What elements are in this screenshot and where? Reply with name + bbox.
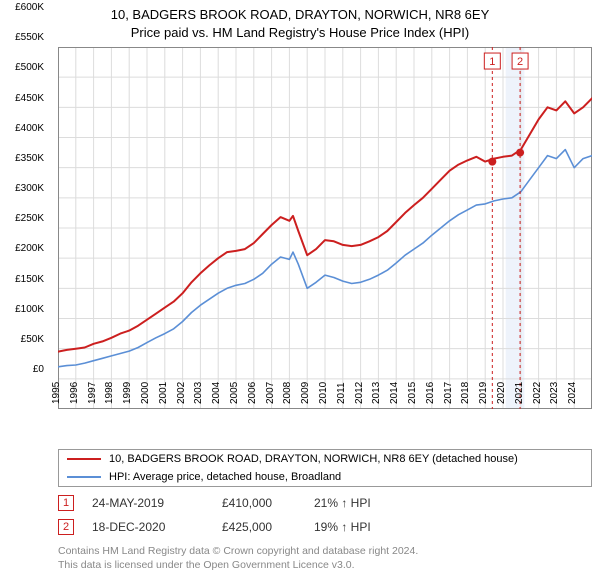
x-tick-label: 2021 [514,382,525,404]
chart-title: 10, BADGERS BROOK ROAD, DRAYTON, NORWICH… [10,6,590,41]
x-tick-label: 2002 [176,382,187,404]
x-tick-label: 2003 [193,382,204,404]
legend-label: 10, BADGERS BROOK ROAD, DRAYTON, NORWICH… [109,453,518,465]
legend-swatch [67,476,101,478]
y-axis: £0 £50K £100K £150K £200K £250K £300K £350K £400… [0,8,48,374]
x-tick-label: 2001 [158,382,169,404]
transaction-row: 1 24-MAY-2019£410,00021% ↑ HPI [58,495,592,511]
plot-area: 12 [58,47,592,409]
transaction-price: £425,000 [222,520,314,534]
x-tick-label: 2005 [229,382,240,404]
transaction-badge: 1 [58,495,74,511]
svg-text:1: 1 [489,56,495,68]
y-tick-label: £250K [0,213,44,224]
transactions-list: 1 24-MAY-2019£410,00021% ↑ HPI 2 18-DEC-202… [10,495,590,535]
x-tick-label: 2020 [496,382,507,404]
x-tick-label: 2017 [443,382,454,404]
x-tick-label: 2004 [211,382,222,404]
y-tick-label: £100K [0,304,44,315]
x-tick-label: 2008 [282,382,293,404]
x-tick-label: 2019 [478,382,489,404]
y-tick-label: £150K [0,274,44,285]
y-tick-label: £600K [0,2,44,13]
x-tick-label: 2000 [140,382,151,404]
x-tick-label: 2012 [354,382,365,404]
x-tick-label: 1998 [104,382,115,404]
transaction-badge: 2 [58,519,74,535]
x-tick-label: 2022 [532,382,543,404]
x-tick-label: 1999 [122,382,133,404]
transaction-date: 18-DEC-2020 [92,520,222,534]
x-tick-label: 2018 [460,382,471,404]
svg-text:2: 2 [517,56,523,68]
y-tick-label: £450K [0,93,44,104]
x-tick-label: 1996 [69,382,80,404]
x-tick-label: 2011 [336,382,347,404]
y-tick-label: £50K [0,334,44,345]
x-tick-label: 2016 [425,382,436,404]
transaction-hpi-diff: 21% ↑ HPI [314,496,371,510]
title-line-2: Price paid vs. HM Land Registry's House … [10,24,590,42]
footer-attribution: Contains HM Land Registry data © Crown c… [58,545,592,572]
x-tick-label: 2014 [389,382,400,404]
x-axis: 1995 1996 1997 1998 1999 2000 2001 2002 2003 2004… [48,374,582,424]
x-tick-label: 2013 [371,382,382,404]
transaction-hpi-diff: 19% ↑ HPI [314,520,371,534]
legend-label: HPI: Average price, detached house, Broa… [109,471,341,483]
y-tick-label: £500K [0,62,44,73]
transaction-date: 24-MAY-2019 [92,496,222,510]
y-tick-label: £400K [0,123,44,134]
footer-line-2: This data is licensed under the Open Gov… [58,559,592,572]
x-tick-label: 2024 [567,382,578,404]
x-tick-label: 2010 [318,382,329,404]
x-tick-label: 2009 [300,382,311,404]
x-tick-label: 1997 [87,382,98,404]
y-tick-label: £300K [0,183,44,194]
plot-svg: 12 [58,47,592,409]
x-tick-label: 2006 [247,382,258,404]
legend-item: HPI: Average price, detached house, Broa… [59,468,591,486]
x-tick-label: 1995 [51,382,62,404]
y-tick-label: £0 [0,364,44,375]
x-tick-label: 2015 [407,382,418,404]
chart-container: 10, BADGERS BROOK ROAD, DRAYTON, NORWICH… [0,0,600,560]
transaction-price: £410,000 [222,496,314,510]
y-tick-label: £550K [0,32,44,43]
transaction-row: 2 18-DEC-2020£425,00019% ↑ HPI [58,519,592,535]
legend-item: 10, BADGERS BROOK ROAD, DRAYTON, NORWICH… [59,450,591,468]
y-tick-label: £350K [0,153,44,164]
legend-swatch [67,458,101,460]
footer-line-1: Contains HM Land Registry data © Crown c… [58,545,592,559]
title-line-1: 10, BADGERS BROOK ROAD, DRAYTON, NORWICH… [10,6,590,24]
x-tick-label: 2007 [265,382,276,404]
y-tick-label: £200K [0,243,44,254]
legend-box: 10, BADGERS BROOK ROAD, DRAYTON, NORWICH… [58,449,592,487]
x-tick-label: 2023 [549,382,560,404]
